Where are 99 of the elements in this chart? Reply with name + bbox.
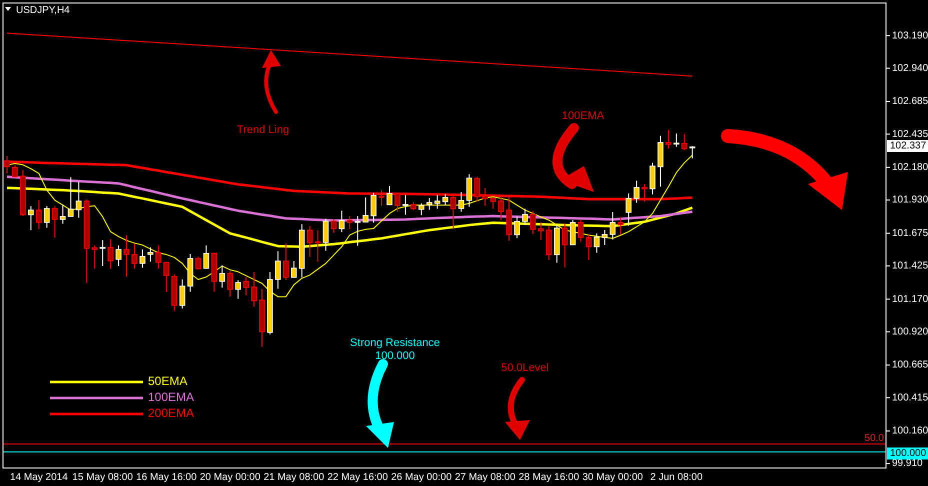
candlestick [108, 238, 114, 270]
candlestick [626, 192, 632, 226]
candlestick [458, 192, 464, 212]
candlestick [370, 192, 376, 224]
candlestick [330, 218, 337, 234]
candlestick [36, 200, 42, 230]
x-tick-label: 15 May 08:00 [72, 472, 134, 483]
candlestick [426, 198, 432, 210]
candlestick [346, 216, 353, 230]
candlestick [227, 270, 234, 298]
candlestick [466, 174, 472, 208]
y-tick-label: 103.190 [892, 30, 928, 42]
text: 102.337 [890, 140, 927, 152]
candlestick [283, 242, 289, 281]
candlestick [618, 216, 624, 235]
candlestick [362, 196, 369, 223]
candlestick [402, 194, 408, 216]
y-tick-label: 101.675 [892, 228, 928, 239]
candlestick [306, 226, 313, 258]
candlestick [156, 244, 162, 270]
candlestick [681, 134, 688, 151]
candlestick [275, 250, 281, 290]
x-tick-label: 21 May 08:00 [264, 472, 325, 483]
x-tick-label: 16 May 16:00 [136, 472, 198, 483]
chart-title: USDJPY,H4 [16, 5, 70, 16]
x-tick-label: 14 May 2014 [10, 472, 68, 483]
candlestick [570, 220, 576, 246]
candlestick [68, 176, 74, 218]
candlestick [235, 280, 241, 300]
candlestick [522, 208, 528, 226]
candlestick [76, 181, 82, 218]
candlestick [44, 206, 50, 228]
candlestick [666, 130, 672, 150]
candlestick [562, 222, 568, 268]
candlestick [179, 278, 186, 309]
candlestick [116, 244, 122, 267]
y-tick-label: 102.685 [892, 96, 928, 108]
text: 50.0 [864, 433, 884, 444]
candlestick [514, 216, 520, 239]
candlestick [52, 206, 58, 238]
candlestick [442, 194, 448, 206]
candlestick [538, 222, 544, 241]
candlestick [586, 234, 592, 261]
candlestick [689, 146, 696, 159]
candlestick [594, 232, 600, 254]
candlestick [92, 244, 98, 270]
candlestick [610, 212, 616, 240]
text: 200EMA [148, 406, 194, 420]
candlestick [434, 194, 440, 210]
candlestick [578, 220, 584, 243]
x-tick-label: 20 May 00:00 [200, 472, 261, 483]
candlestick [100, 240, 106, 267]
y-tick-label: 100.415 [892, 392, 928, 404]
annotation: Trend Ling [236, 124, 290, 136]
candlestick [148, 246, 154, 262]
annotation: 50.0Level [501, 362, 549, 374]
candlestick [354, 216, 361, 246]
text: 50EMA [148, 374, 188, 388]
y-tick-label: 102.180 [892, 162, 928, 174]
candlestick [12, 164, 18, 178]
candlestick [530, 210, 536, 235]
candlestick [124, 234, 130, 278]
y-tick-label: 100.665 [892, 360, 928, 371]
x-tick-label: 27 May 08:00 [454, 472, 516, 483]
candlestick [203, 244, 210, 270]
candlestick [418, 202, 424, 216]
annotation: 100EMA [562, 110, 605, 122]
annotation: Strong Resistance 100.000 [350, 337, 440, 362]
candlestick [140, 248, 146, 268]
y-tick-label: 101.170 [892, 294, 928, 305]
y-tick-label: 101.425 [892, 260, 928, 272]
candlestick [322, 218, 329, 252]
x-tick-label: 30 May 00:00 [582, 472, 644, 483]
x-tick-label: 28 May 16:00 [518, 472, 580, 483]
y-tick-label: 102.940 [892, 62, 928, 74]
candlestick [28, 206, 34, 231]
candlestick [650, 162, 656, 195]
candlestick [219, 264, 226, 288]
candlestick [195, 256, 202, 270]
candlestick [386, 186, 392, 206]
x-tick-label: 22 May 16:00 [327, 472, 388, 483]
text: 100EMA [148, 390, 194, 404]
candlestick [60, 204, 66, 224]
x-tick-label: 2 Jun 08:00 [650, 472, 703, 483]
candlestick [338, 210, 345, 233]
candlestick [674, 132, 680, 148]
text: 100.000 [890, 448, 927, 460]
candlestick [243, 276, 249, 296]
candlestick [163, 261, 170, 293]
candlestick [634, 180, 640, 204]
y-tick-label: 100.160 [892, 426, 928, 437]
candlestick [132, 242, 138, 270]
y-tick-label: 101.930 [892, 194, 928, 206]
candlestick [251, 272, 257, 308]
candlestick [290, 260, 297, 278]
y-tick-label: 100.920 [892, 326, 928, 338]
x-tick-label: 26 May 00:00 [391, 472, 452, 483]
y-tick-label: 102.435 [892, 128, 928, 140]
candlestick [602, 230, 608, 246]
